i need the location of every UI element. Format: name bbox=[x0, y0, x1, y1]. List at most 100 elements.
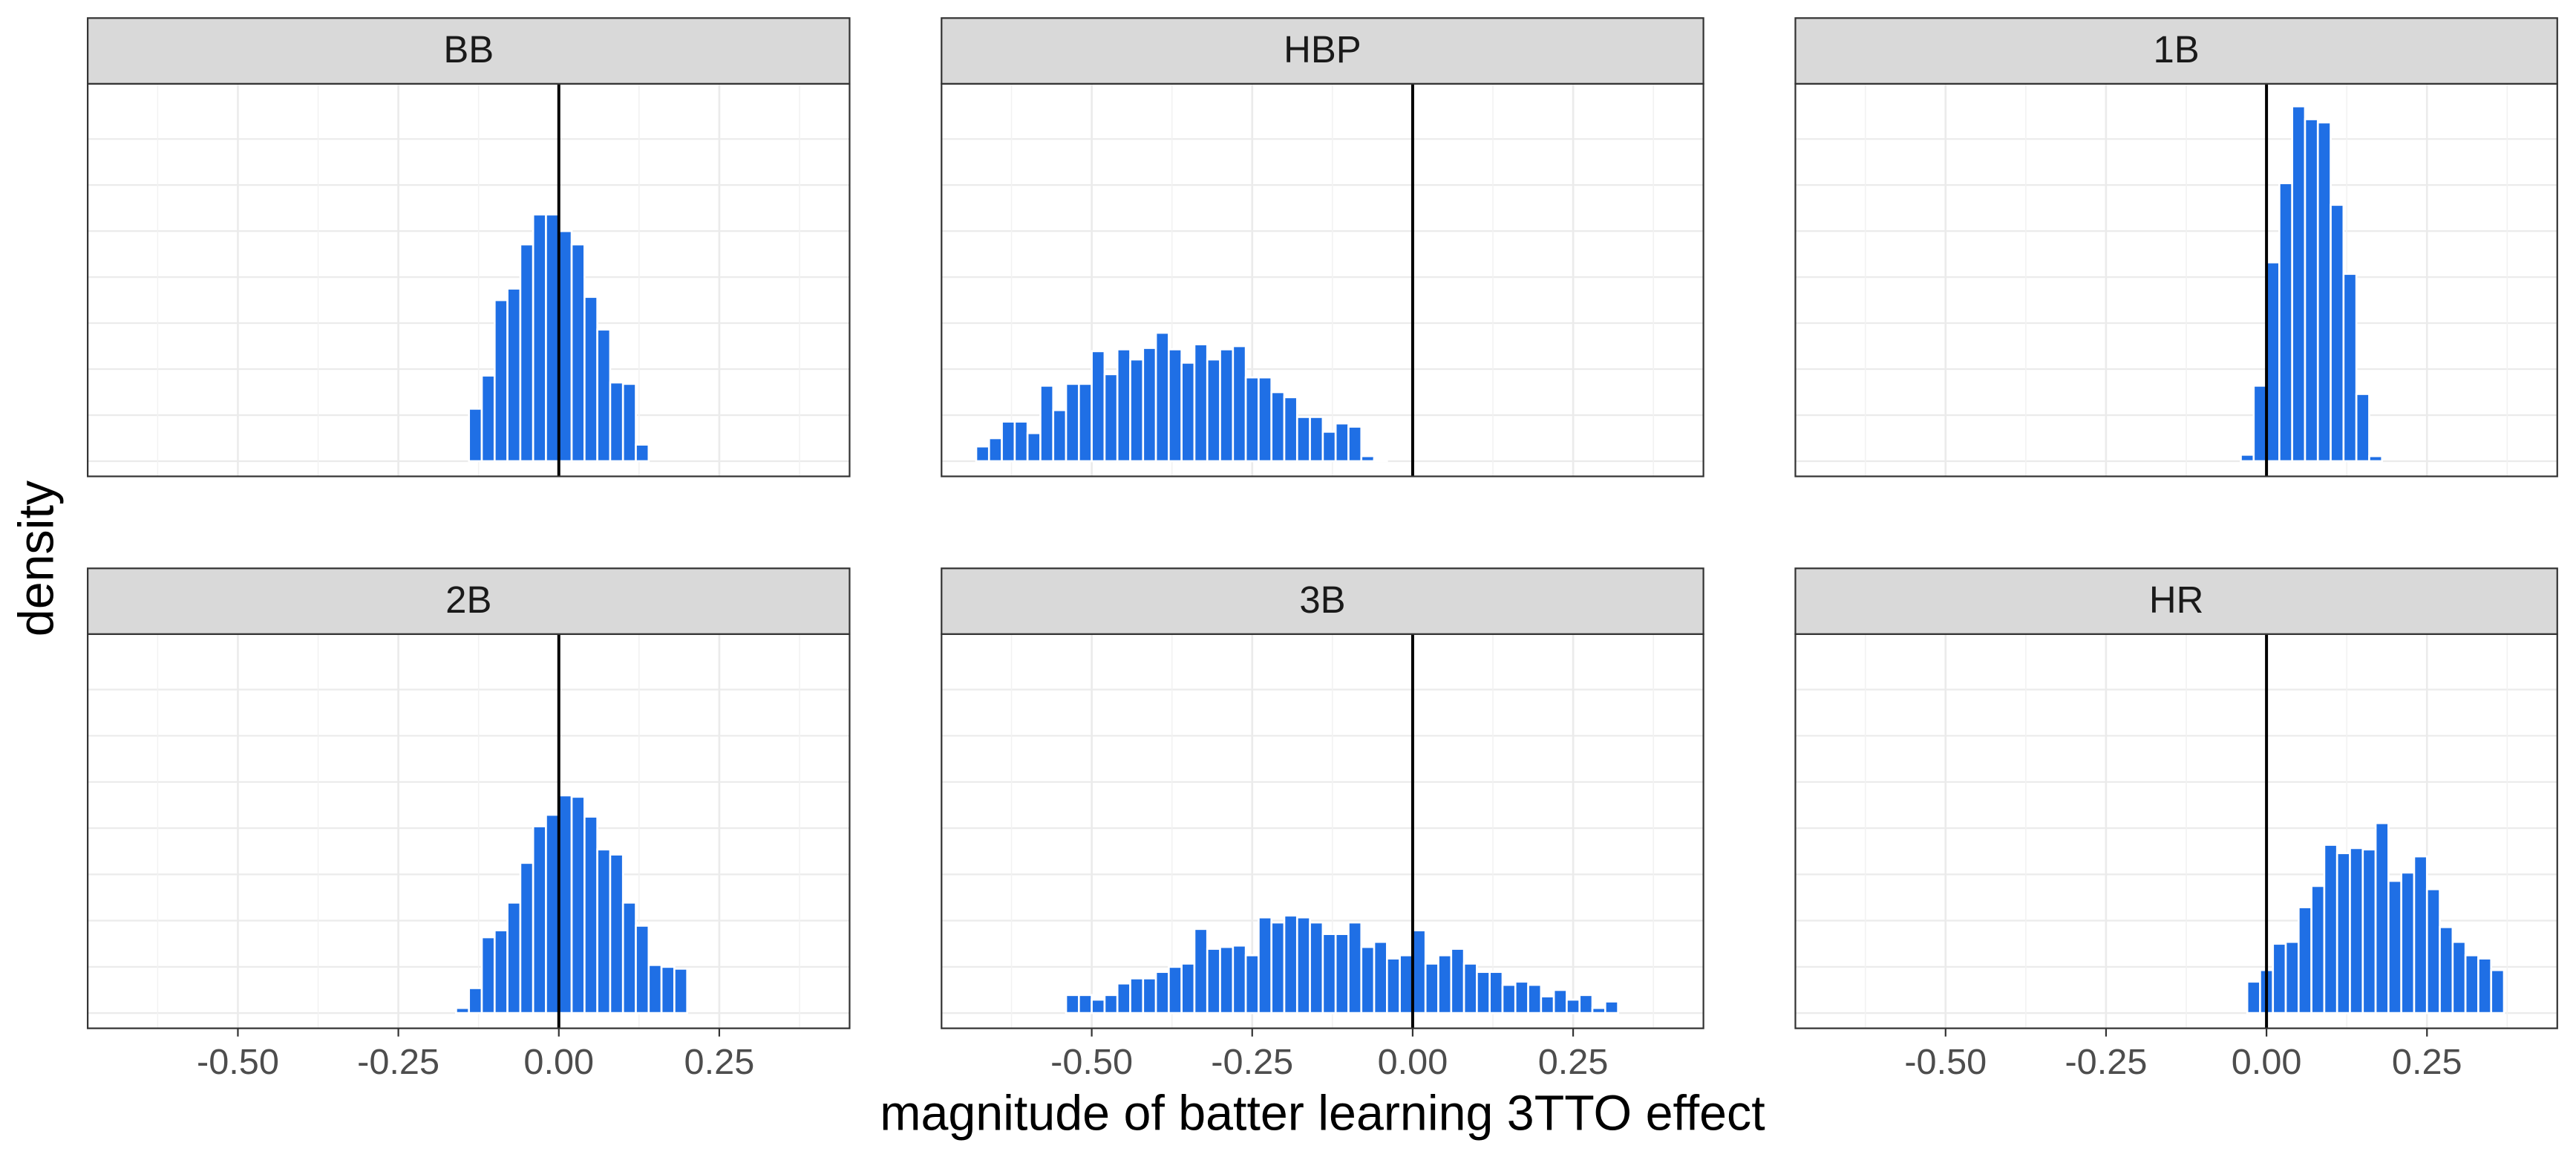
bar bbox=[1552, 988, 1568, 1014]
strip-background bbox=[87, 17, 851, 85]
x-tick-label: -0.50 bbox=[1050, 1042, 1133, 1082]
strip-background bbox=[1794, 17, 2558, 85]
bar bbox=[1527, 983, 1543, 1014]
strip-background bbox=[941, 567, 1704, 635]
bar bbox=[2490, 968, 2505, 1014]
bar bbox=[532, 825, 547, 1014]
bar bbox=[596, 328, 612, 463]
bar bbox=[1462, 962, 1478, 1014]
bar bbox=[1411, 929, 1427, 1014]
x-tick-label: 0.25 bbox=[2392, 1042, 2462, 1082]
bar bbox=[1193, 928, 1209, 1014]
bar bbox=[1309, 921, 1324, 1014]
bar bbox=[506, 287, 522, 463]
x-tick-label: -0.25 bbox=[1211, 1042, 1293, 1082]
bar bbox=[2284, 940, 2300, 1014]
bar bbox=[1399, 954, 1414, 1014]
bar bbox=[1283, 914, 1298, 1014]
bar bbox=[2355, 393, 2370, 463]
bar bbox=[1142, 347, 1157, 463]
bar bbox=[1206, 948, 1221, 1014]
panel-background bbox=[1795, 83, 2557, 477]
bar bbox=[1103, 373, 1119, 463]
bar bbox=[2361, 848, 2377, 1014]
bar bbox=[2342, 273, 2358, 463]
bar bbox=[1244, 954, 1260, 1014]
bar bbox=[1476, 971, 1491, 1014]
bar bbox=[1488, 971, 1504, 1014]
x-tick-label: -0.50 bbox=[1904, 1042, 1987, 1082]
bar bbox=[1116, 982, 1131, 1014]
bar bbox=[468, 408, 483, 463]
bar bbox=[1091, 350, 1106, 463]
bar bbox=[1001, 420, 1016, 463]
bar bbox=[1373, 458, 1388, 463]
bar bbox=[1578, 994, 1594, 1014]
bar bbox=[609, 381, 624, 463]
bar bbox=[1103, 994, 1119, 1014]
bar bbox=[1193, 343, 1209, 463]
bar bbox=[1180, 362, 1196, 463]
x-tick-label: 0.25 bbox=[1538, 1042, 1609, 1082]
bar bbox=[2252, 385, 2268, 463]
bar bbox=[621, 382, 637, 463]
bar bbox=[1295, 916, 1311, 1014]
strip-background bbox=[87, 567, 851, 635]
x-tick-label: -0.25 bbox=[2065, 1042, 2147, 1082]
bar bbox=[2291, 105, 2307, 463]
bar bbox=[1180, 962, 1196, 1014]
bar bbox=[1052, 408, 1068, 463]
strip-title: 3B bbox=[1299, 579, 1345, 621]
bar bbox=[647, 964, 663, 1014]
bar bbox=[1258, 916, 1273, 1014]
bar bbox=[1437, 954, 1453, 1014]
bar bbox=[2310, 885, 2326, 1014]
bar bbox=[2451, 940, 2467, 1014]
bar bbox=[1270, 921, 1286, 1014]
bar bbox=[1514, 980, 1529, 1014]
bar bbox=[2246, 980, 2261, 1014]
bar bbox=[1501, 983, 1517, 1014]
bar bbox=[673, 968, 689, 1014]
strip-title: BB bbox=[443, 28, 494, 71]
bar bbox=[1295, 416, 1311, 463]
bar bbox=[1077, 382, 1093, 463]
bar bbox=[2349, 847, 2364, 1014]
bar bbox=[1270, 391, 1286, 463]
bar bbox=[1604, 1000, 1619, 1014]
bar bbox=[570, 243, 586, 463]
bar bbox=[1013, 420, 1029, 463]
bar bbox=[1232, 345, 1247, 463]
bar bbox=[1244, 376, 1260, 463]
bar bbox=[1168, 348, 1183, 463]
bar bbox=[2425, 887, 2441, 1014]
bar bbox=[1309, 416, 1324, 463]
bar bbox=[2477, 957, 2493, 1014]
bar bbox=[1334, 933, 1350, 1014]
bar bbox=[570, 795, 586, 1014]
strip-background bbox=[1794, 567, 2558, 635]
bar bbox=[1219, 945, 1235, 1014]
bar bbox=[2413, 855, 2428, 1014]
bar bbox=[545, 213, 560, 463]
bar bbox=[545, 813, 560, 1014]
bar bbox=[558, 794, 573, 1014]
bar bbox=[1321, 933, 1337, 1014]
bar bbox=[660, 965, 676, 1014]
panel-background bbox=[88, 633, 850, 1029]
bar bbox=[1321, 430, 1337, 463]
bar bbox=[635, 925, 650, 1014]
bar bbox=[1347, 426, 1363, 463]
bar bbox=[1334, 422, 1350, 463]
bar bbox=[635, 443, 650, 463]
bar bbox=[519, 861, 535, 1014]
bar bbox=[1154, 331, 1170, 463]
x-tick-label: 0.00 bbox=[2232, 1042, 2302, 1082]
bar bbox=[2335, 852, 2351, 1014]
bar bbox=[583, 296, 598, 463]
bar bbox=[2330, 203, 2345, 463]
bar bbox=[519, 243, 535, 463]
bar bbox=[975, 445, 990, 463]
bar bbox=[2374, 821, 2390, 1014]
